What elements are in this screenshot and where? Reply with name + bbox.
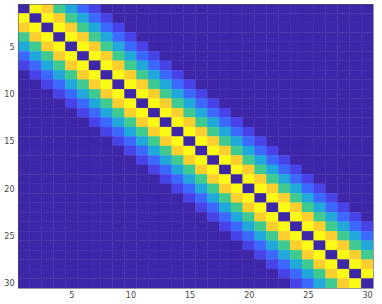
svg-text:30: 30 bbox=[362, 291, 372, 300]
svg-text:30: 30 bbox=[4, 279, 14, 288]
svg-text:20: 20 bbox=[4, 185, 14, 194]
svg-text:25: 25 bbox=[4, 232, 14, 241]
svg-text:15: 15 bbox=[185, 291, 195, 300]
svg-text:15: 15 bbox=[4, 137, 14, 146]
svg-text:25: 25 bbox=[303, 291, 313, 300]
svg-text:20: 20 bbox=[244, 291, 254, 300]
svg-text:5: 5 bbox=[9, 43, 14, 52]
svg-text:5: 5 bbox=[69, 291, 74, 300]
svg-text:10: 10 bbox=[4, 90, 14, 99]
svg-text:10: 10 bbox=[126, 291, 136, 300]
